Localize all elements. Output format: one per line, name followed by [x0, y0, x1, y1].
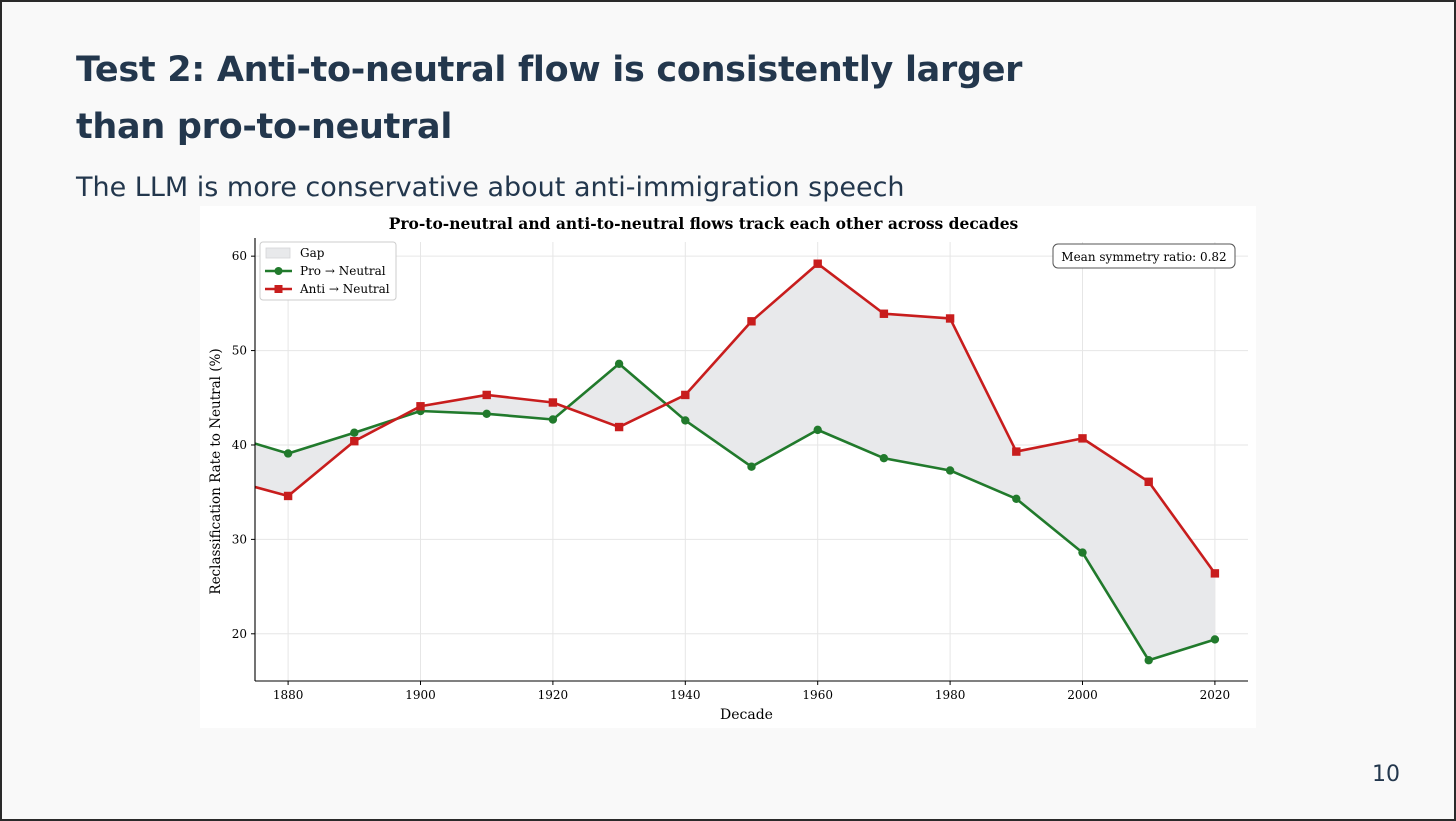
- legend-pro-marker: [274, 267, 283, 275]
- pro-to-neutral-point: [482, 409, 491, 419]
- pro-to-neutral-point: [945, 466, 955, 475]
- pro-to-neutral-point: [1144, 656, 1153, 665]
- anti-to-neutral-line: [255, 262, 1216, 575]
- legend-gap-label: Gap: [300, 246, 325, 260]
- pro-to-neutral-line: [255, 362, 1216, 662]
- y-tick-label: 30: [232, 532, 247, 546]
- gap-fill-area: [255, 263, 1215, 661]
- pro-to-neutral-point: [813, 425, 822, 435]
- anti-to-neutral-point: [283, 491, 293, 501]
- slide-title-line-2: than pro-to-neutral: [76, 107, 453, 147]
- anti-to-neutral-point: [416, 402, 425, 411]
- y-axis-label: Reclassification Rate to Neutral (%): [208, 348, 224, 594]
- pro-to-neutral-point: [283, 449, 293, 458]
- anti-to-neutral-point: [548, 398, 558, 407]
- pro-to-neutral-point: [614, 359, 624, 368]
- plot-area: [255, 259, 1220, 665]
- x-tick-label: 2020: [1200, 688, 1231, 702]
- chart-svg: 1880 1900 1920 1940 1960 1980 2000 202020304050…: [208, 214, 1248, 723]
- page-number: 10: [1372, 762, 1400, 787]
- anti-to-neutral-point: [747, 317, 756, 326]
- x-tick-label: 1880: [273, 688, 304, 702]
- anti-to-neutral-point: [945, 314, 955, 323]
- chart-figure: 1880 1900 1920 1940 1960 1980 2000 2020 20 30 40 50…: [200, 206, 1256, 728]
- anti-to-neutral-point: [1012, 447, 1021, 456]
- pro-to-neutral-point: [747, 462, 756, 471]
- anti-to-neutral-point: [1210, 569, 1220, 578]
- legend-box: [259, 241, 397, 301]
- pro-to-neutral-point: [1210, 635, 1220, 644]
- y-tick-label: 60: [232, 249, 247, 263]
- slide-title: Test 2: Anti-to-neutral flow is consiste…: [76, 42, 1076, 156]
- anti-to-neutral-point: [681, 390, 690, 400]
- anti-to-neutral-point: [1078, 434, 1087, 443]
- x-tick-label: 1900: [405, 688, 436, 702]
- x-tick-label: 1960: [802, 688, 833, 702]
- pro-to-neutral-point: [350, 428, 359, 437]
- anti-to-neutral-point: [813, 259, 822, 268]
- x-tick-label: 1980: [935, 688, 966, 702]
- y-tick-label: 50: [232, 344, 247, 358]
- pro-to-neutral-point: [1012, 494, 1021, 503]
- legend-gap-swatch: [265, 247, 291, 259]
- x-tick-label: 1940: [670, 688, 701, 702]
- x-axis-label: Decade: [720, 707, 773, 723]
- pro-to-neutral-point: [879, 453, 889, 463]
- slide-title-line-1: Test 2: Anti-to-neutral flow is consiste…: [76, 50, 1023, 90]
- anti-to-neutral-point: [879, 309, 889, 318]
- pro-to-neutral-point: [681, 416, 690, 425]
- symmetry-annotation: Mean symmetry ratio: 0.82: [1052, 243, 1236, 269]
- anti-to-neutral-point: [614, 422, 624, 432]
- chart-title: Pro-to-neutral and anti-to-neutral flows…: [389, 214, 1019, 233]
- anti-to-neutral-point: [350, 437, 359, 446]
- pro-to-neutral-point: [1078, 548, 1087, 557]
- slide-subtitle: The LLM is more conservative about anti-…: [76, 172, 905, 203]
- x-tick-label: 2000: [1067, 688, 1098, 702]
- anti-to-neutral-point: [482, 390, 491, 400]
- legend-pro-label: Pro → Neutral: [300, 264, 386, 278]
- annotation-box: [1052, 243, 1236, 269]
- y-tick-label: 20: [232, 627, 247, 641]
- chart-legend: Gap Pro → Neutral Anti → Neutral: [259, 241, 397, 301]
- anti-to-neutral-point: [1144, 477, 1153, 486]
- x-tick-label: 1920: [538, 688, 569, 702]
- legend-anti-marker: [274, 285, 283, 293]
- y-tick-label: 40: [232, 438, 247, 452]
- legend-anti-label: Anti → Neutral: [299, 282, 390, 296]
- annotation-text: Mean symmetry ratio: 0.82: [1061, 250, 1226, 264]
- pro-to-neutral-point: [548, 415, 558, 424]
